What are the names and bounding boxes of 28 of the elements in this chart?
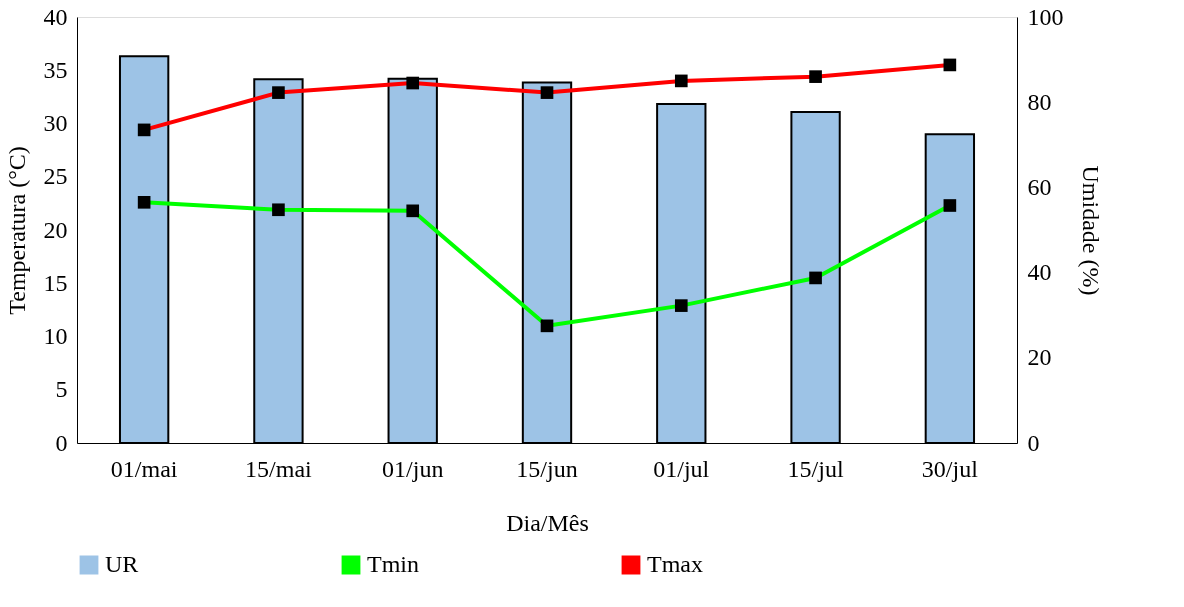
x-tick-label: 01/mai: [110, 455, 178, 482]
y-tick-label: 10: [43, 323, 68, 349]
y2-axis-title: Umidade (%): [1077, 165, 1104, 296]
y-tick-label: 30: [43, 110, 68, 136]
legend-label: Tmin: [367, 551, 419, 577]
y2-tick-label: 0: [1027, 429, 1040, 456]
y-axis-title: Temperatura (°C): [3, 146, 30, 315]
y2-tick-label: 80: [1027, 88, 1052, 115]
legend-label: Tmax: [647, 551, 703, 577]
y-tick-label: 0: [55, 429, 68, 456]
x-tick-label: 15/jul: [787, 455, 844, 482]
y-tick-label: 40: [43, 3, 68, 30]
legend-label: UR: [105, 551, 139, 577]
y-tick-label: 20: [43, 216, 68, 243]
x-tick-label: 01/jul: [653, 455, 710, 482]
y2-tick-label: 20: [1027, 344, 1052, 371]
x-tick-label: 15/mai: [245, 455, 313, 482]
x-tick-label: 15/jun: [516, 455, 578, 482]
y-tick-label: 15: [43, 269, 68, 296]
y2-tick-label: 100: [1027, 3, 1064, 30]
x-axis-title: Dia/Mês: [506, 509, 589, 536]
y-tick-label: 35: [43, 56, 68, 83]
x-tick-label: 30/jul: [921, 455, 979, 482]
y2-tick-label: 40: [1027, 259, 1052, 286]
y-tick-label: 5: [55, 376, 68, 403]
y-tick-label: 25: [43, 163, 68, 190]
y2-tick-label: 60: [1027, 173, 1052, 200]
x-tick-label: 01/jun: [382, 455, 444, 482]
